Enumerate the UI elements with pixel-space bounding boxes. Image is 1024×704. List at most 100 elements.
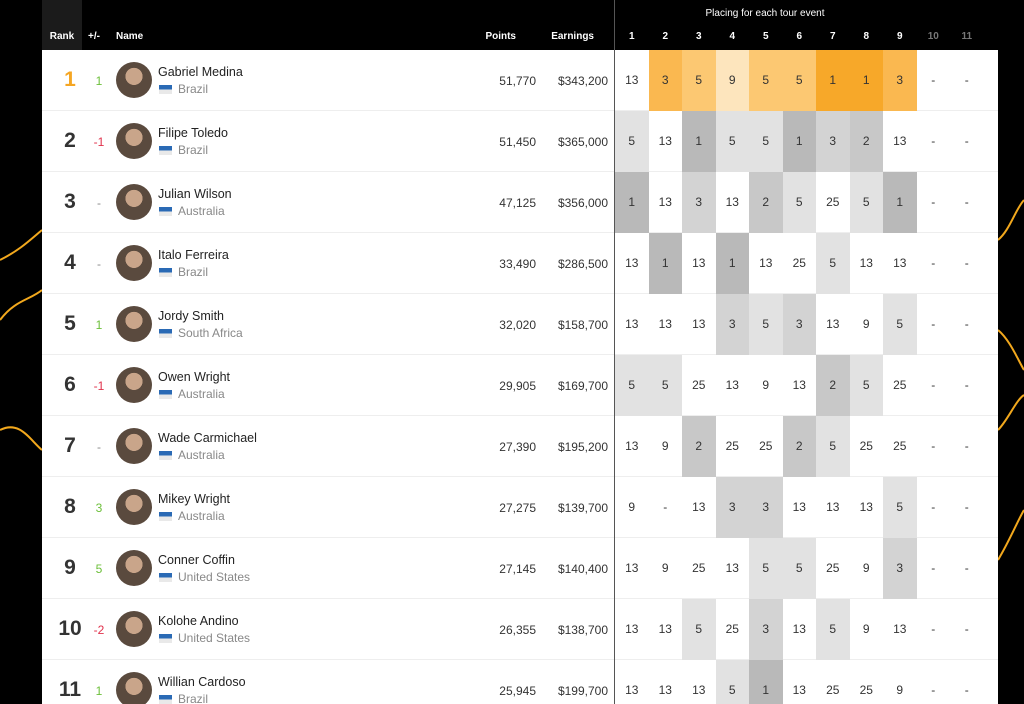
country: United States: [178, 631, 251, 645]
points: 51,770: [499, 74, 536, 88]
points: 26,355: [499, 623, 536, 637]
placing-cell: 3: [883, 538, 917, 599]
country: Brazil: [178, 265, 209, 279]
placing-cell: -: [931, 134, 936, 148]
placing-cell: -: [964, 561, 969, 575]
header-change: +/-: [88, 31, 100, 42]
country: Brazil: [178, 143, 209, 157]
avatar: [116, 62, 152, 98]
placing-cell: 13: [625, 256, 639, 270]
placing-cell: 13: [792, 500, 806, 514]
placing-cell: 13: [725, 195, 739, 209]
placing-cell: 13: [658, 134, 672, 148]
flag: [159, 268, 172, 277]
event-number: 4: [729, 31, 736, 42]
rank: 3: [64, 190, 76, 213]
avatar: [116, 611, 152, 647]
earnings: $365,000: [557, 135, 608, 149]
placing-cell: 3: [883, 50, 917, 111]
placing-cell: -: [964, 683, 969, 697]
country: Australia: [178, 509, 225, 523]
placing-cell: 5: [648, 355, 682, 416]
placing-cell: 3: [816, 111, 850, 172]
rank: 4: [64, 251, 76, 274]
placing-cell: 13: [725, 561, 739, 575]
standing-row: 8 3 Mikey Wright Australia 27,275 $139,700 9 - 1…: [42, 477, 998, 538]
flag: [159, 695, 172, 704]
placing-cell: 25: [859, 439, 873, 453]
placing-cell: 1: [682, 111, 716, 172]
placing-cell: 1: [816, 50, 850, 111]
placing-cell: 9: [862, 561, 870, 575]
placing-cell: 5: [883, 477, 917, 538]
standing-row: 4- Italo Ferreira Brazil 33,490 $286,500 13 1 1…: [42, 233, 998, 294]
flag: [159, 512, 172, 521]
placing-cell: 9: [628, 500, 636, 514]
athlete-name: Willian Cardoso: [158, 675, 246, 689]
placing-cell: 25: [893, 378, 907, 392]
earnings: $286,500: [557, 257, 608, 271]
placing-cell: 5: [782, 172, 816, 233]
header-name: Name: [116, 31, 144, 42]
points: 25,945: [499, 684, 536, 698]
placing-cell: 25: [826, 195, 840, 209]
placing-cell: 9: [715, 50, 749, 111]
placing-cell: 5: [816, 233, 850, 294]
placing-cell: 13: [692, 500, 706, 514]
avatar: [116, 245, 152, 281]
placing-cell: 13: [625, 73, 639, 87]
placing-cell: -: [964, 622, 969, 636]
earnings: $139,700: [557, 501, 608, 515]
placing-cell: -: [663, 500, 668, 514]
flag: [159, 207, 172, 216]
country: Brazil: [178, 692, 209, 704]
header-rank: Rank: [49, 31, 75, 42]
placing-cell: 13: [792, 378, 806, 392]
placing-cell: 5: [749, 111, 783, 172]
country: South Africa: [178, 326, 243, 340]
event-number: 9: [896, 31, 903, 42]
athlete-name: Julian Wilson: [158, 187, 232, 201]
event-number: 6: [796, 31, 803, 42]
rank-change: -1: [93, 135, 105, 149]
placing-cell: 25: [792, 256, 806, 270]
athlete-name: Wade Carmichael: [158, 431, 257, 445]
placing-cell: 9: [661, 439, 669, 453]
placing-cell: -: [964, 378, 969, 392]
rank-change: -1: [93, 379, 105, 393]
flag: [159, 146, 172, 155]
standing-row: 7 - Wade Carmichael Australia 27,390 $195,200…: [42, 416, 998, 477]
country: United States: [178, 570, 251, 584]
points: 27,390: [499, 440, 536, 454]
placing-cell: 13: [826, 317, 840, 331]
placing-cell: 3: [682, 172, 716, 233]
rank: 8: [64, 495, 76, 518]
placing-cell: 5: [849, 355, 883, 416]
avatar: [116, 123, 152, 159]
event-number: 11: [961, 31, 973, 42]
athlete-name: Owen Wright: [158, 370, 231, 384]
avatar: [116, 428, 152, 464]
placing-cell: 25: [859, 683, 873, 697]
avatar: [116, 367, 152, 403]
placing-cell: 3: [648, 50, 682, 111]
placing-cell: 3: [749, 477, 783, 538]
standing-row: 11 1 Willian Cardoso Brazil 25,945 $199,700 13…: [42, 660, 998, 704]
placing-cell: 5: [715, 111, 749, 172]
points: 47,125: [499, 196, 536, 210]
standing-row: 5 1 Jordy Smith South Africa 32,020 $158,700 1…: [42, 294, 998, 355]
rank-change: 5: [95, 562, 103, 576]
placing-cell: -: [931, 561, 936, 575]
rank-change: -2: [93, 623, 105, 637]
placing-cell: 1: [749, 660, 783, 704]
placing-cell: 5: [782, 50, 816, 111]
placing-cell: -: [964, 256, 969, 270]
earnings: $199,700: [557, 684, 608, 698]
placing-cell: 25: [725, 622, 739, 636]
placing-cell: 13: [625, 439, 639, 453]
placing-cell: 13: [625, 317, 639, 331]
rank-change: 1: [95, 318, 103, 332]
rank: 10: [58, 617, 82, 640]
placing-cell: 13: [625, 622, 639, 636]
earnings: $140,400: [557, 562, 608, 576]
